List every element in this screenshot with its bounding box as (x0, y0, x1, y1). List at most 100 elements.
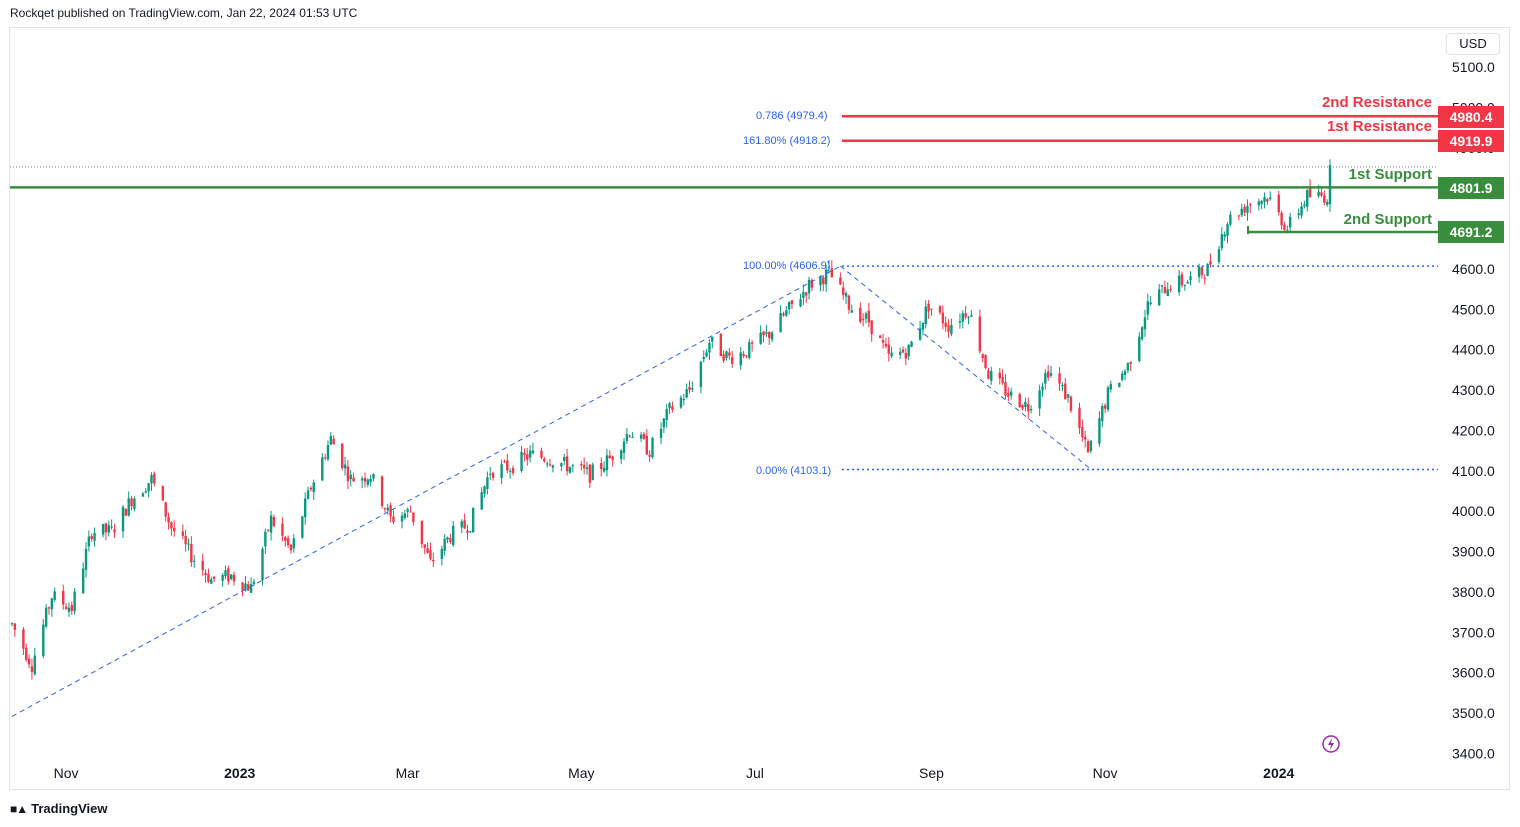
candle-body (1041, 386, 1044, 391)
candle-body (859, 307, 862, 322)
candle-body (383, 508, 387, 510)
candle-body (446, 537, 449, 540)
candle-body (369, 478, 372, 483)
candle-body (531, 450, 535, 454)
candle-body (739, 352, 742, 366)
candle-body (360, 478, 364, 481)
candle-body (1277, 194, 1280, 213)
candle-body (941, 312, 945, 324)
candle-body (301, 516, 304, 538)
candle-body (1149, 302, 1152, 305)
candle-body (768, 332, 771, 338)
y-tick-label: 4500.0 (1452, 301, 1495, 317)
candle-body (372, 473, 375, 479)
candle-body (87, 536, 91, 547)
candle-body (827, 266, 831, 268)
candle-body (608, 455, 611, 459)
candle-body (150, 474, 153, 484)
resistance-1-price-tag: 4919.9 (1438, 130, 1504, 152)
candle-body (403, 513, 407, 519)
candle-body (765, 332, 768, 335)
candle-body (1246, 205, 1249, 213)
footer-brand[interactable]: ■▲ TradingView (10, 801, 107, 816)
candle-body (978, 316, 982, 352)
candle-body (104, 523, 108, 533)
candle-body (1217, 249, 1221, 263)
flash-icon[interactable] (1320, 733, 1342, 755)
candle-body (1120, 373, 1124, 380)
candle-body (10, 623, 14, 625)
candle-body (679, 397, 683, 408)
candle-body (27, 658, 31, 665)
candle-body (386, 507, 389, 511)
candle-body (204, 572, 207, 575)
candle-body (1260, 200, 1263, 204)
candle-body (910, 341, 913, 347)
candle-body (1226, 224, 1229, 236)
candle-body (412, 512, 415, 523)
candle-body (1328, 165, 1332, 205)
candle-body (321, 457, 324, 481)
candle-body (708, 343, 711, 353)
candle-body (628, 435, 631, 437)
candle-body (247, 584, 250, 591)
candle-body (819, 276, 822, 286)
candle-body (1263, 196, 1266, 202)
candle-body (625, 434, 629, 442)
candle-body (1223, 234, 1226, 237)
candle-body (602, 467, 606, 472)
candle-body (1286, 230, 1289, 232)
candle-body (568, 466, 572, 473)
candle-body (1297, 213, 1300, 216)
candle-body (81, 568, 85, 594)
candle-body (13, 623, 17, 630)
candle-body (349, 474, 352, 479)
candle-body (671, 406, 674, 410)
currency-selector[interactable]: USD (1446, 33, 1500, 55)
candle-body (901, 349, 905, 353)
candle-body (958, 321, 962, 323)
candle-body (170, 522, 173, 529)
candle-body (981, 354, 984, 358)
candle-body (124, 508, 128, 516)
candle-body (286, 538, 290, 546)
candle-body (927, 303, 930, 312)
candle-body (309, 487, 313, 490)
candle-body (329, 435, 333, 445)
candle-body (1183, 284, 1187, 286)
candle-body (1018, 394, 1021, 408)
candle-body (50, 598, 54, 610)
candle-body (326, 445, 330, 460)
candle-body (1249, 204, 1252, 206)
candle-body (1027, 404, 1030, 412)
candle-body (722, 354, 725, 361)
x-tick-label: Sep (919, 765, 944, 781)
x-tick-label: May (568, 765, 594, 781)
candle-body (1257, 201, 1261, 206)
candle-body (1189, 276, 1192, 280)
candle-body (1004, 382, 1007, 396)
fib-100-label: 100.00% (4606.9) (743, 260, 831, 272)
candle-body (770, 332, 774, 340)
candle-body (1118, 382, 1121, 388)
candle-body (1009, 391, 1013, 396)
candle-body (449, 538, 452, 542)
support-1-price-tag: 4801.9 (1438, 177, 1504, 199)
y-tick-label: 3900.0 (1452, 544, 1495, 560)
candle-body (1186, 282, 1189, 284)
candle-body (181, 531, 184, 536)
candle-body (207, 573, 210, 582)
x-tick-label: 2023 (224, 765, 255, 781)
candle-body (1237, 215, 1241, 217)
candle-body (779, 313, 782, 333)
candle-body (1038, 390, 1041, 409)
candle-body (950, 324, 953, 334)
candle-body (352, 477, 355, 482)
candle-body (452, 525, 455, 545)
candle-body (1058, 373, 1061, 384)
candle-body (850, 310, 853, 313)
candle-body (466, 530, 469, 533)
candle-body (113, 529, 116, 533)
candle-body (289, 544, 293, 551)
